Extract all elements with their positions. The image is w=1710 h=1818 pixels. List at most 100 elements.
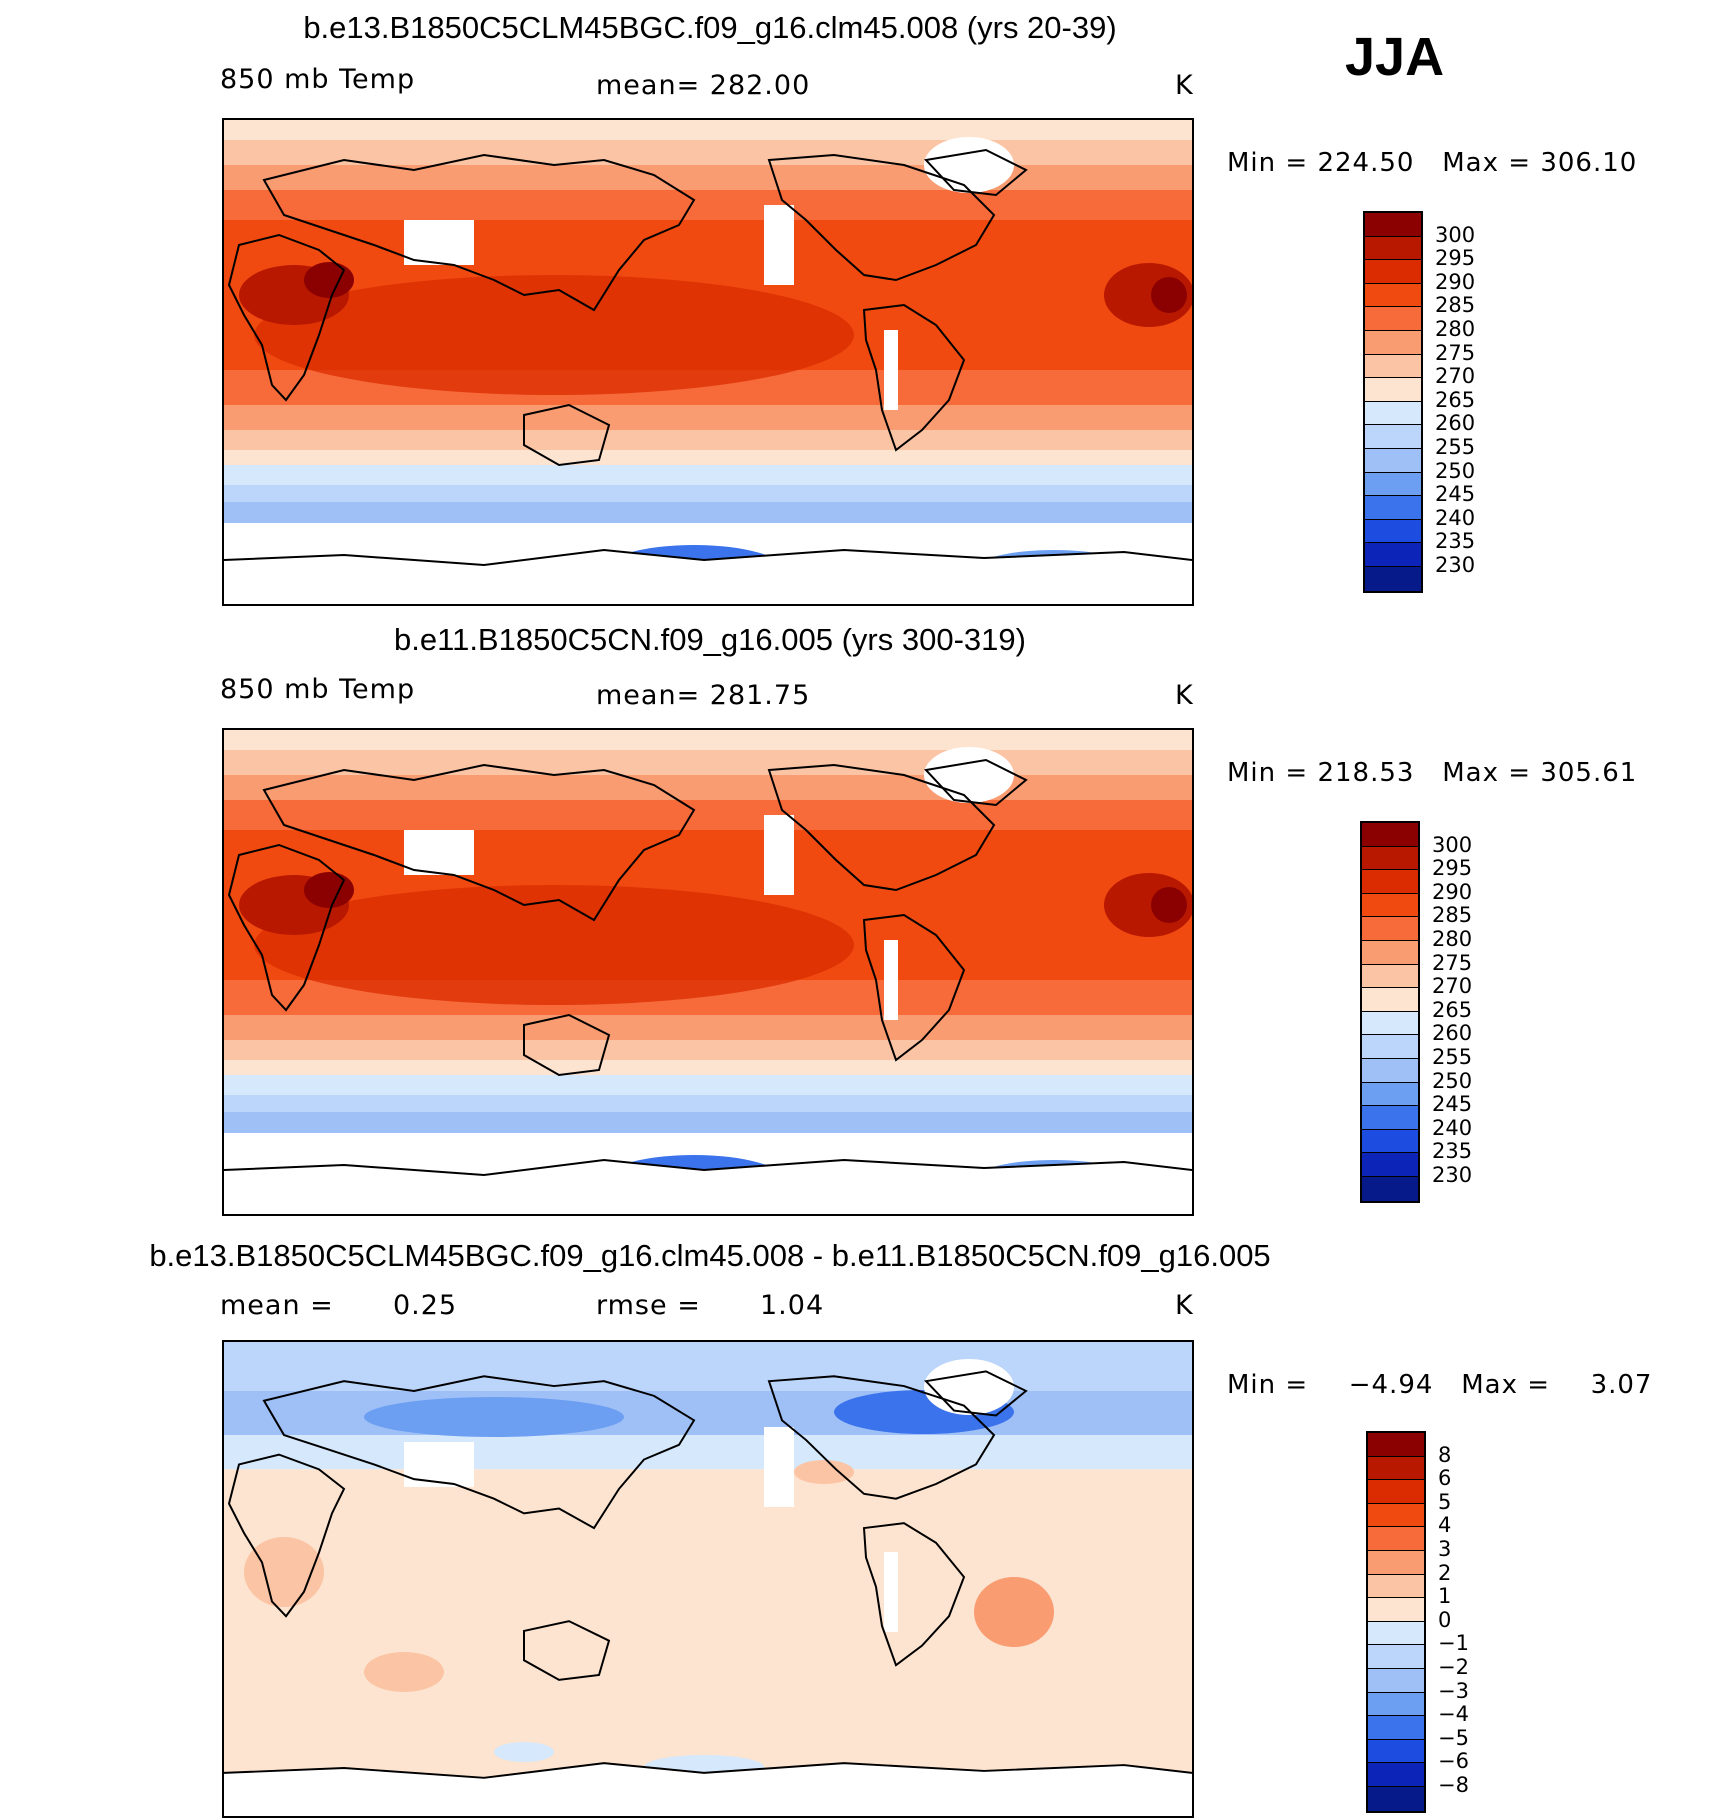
panel-2-units: K — [1175, 680, 1193, 711]
field-band — [224, 430, 1192, 450]
colorbar-tick-label: 275 — [1432, 950, 1473, 975]
panel-1-mean-label: mean= 282.00 — [596, 70, 811, 101]
coastline — [227, 1453, 346, 1618]
colorbar-swatch — [1362, 870, 1418, 894]
greenland — [924, 747, 1014, 803]
cold-anomaly — [364, 1397, 624, 1437]
colorbar-tick-label: 235 — [1432, 1139, 1473, 1164]
colorbar-tick-label: 255 — [1435, 435, 1476, 459]
panel-2-variable-label: 850 mb Temp — [220, 674, 416, 705]
colorbar-swatch — [1362, 917, 1418, 941]
max-label: Max — [1442, 758, 1500, 788]
panel-3-colorbar — [1366, 1431, 1426, 1813]
colorbar-tick-label: 300 — [1432, 832, 1473, 857]
panel-2-mean-label: mean= 281.75 — [596, 680, 811, 711]
field-band — [224, 1040, 1192, 1060]
colorbar-tick-label: 295 — [1435, 246, 1476, 271]
warm-anomaly — [364, 1652, 444, 1692]
field-band — [224, 140, 1192, 165]
colorbar-swatch — [1365, 330, 1421, 355]
min-value: 218.53 — [1317, 758, 1415, 788]
colorbar-tick-label: 240 — [1432, 1115, 1473, 1140]
coastline — [862, 303, 966, 452]
coastline — [862, 1522, 966, 1667]
min-label: Min — [1227, 758, 1277, 788]
missing-data-andes — [884, 1552, 898, 1632]
colorbar-tick-label: 260 — [1432, 1021, 1473, 1046]
antarctic-coastline — [224, 548, 1192, 567]
min-label: Min — [1227, 1370, 1277, 1400]
mean-label: mean = — [220, 1290, 334, 1321]
panel-2-minmax: Min = 218.53 Max = 305.61 — [1227, 758, 1638, 788]
field-band — [224, 775, 1192, 800]
coastline — [262, 763, 696, 922]
missing-data-rockies — [764, 205, 794, 285]
panel-3-minmax: Min = −4.94 Max = 3.07 — [1227, 1370, 1653, 1400]
missing-data-tibet — [404, 220, 474, 265]
coastline — [262, 1375, 696, 1530]
colorbar-tick-label: 5 — [1438, 1489, 1452, 1514]
panel-3-mean: mean = 0.25 — [220, 1290, 457, 1321]
antarctic-coastline — [224, 1158, 1192, 1177]
cold-edge — [224, 515, 1192, 523]
colorbar-swatch — [1365, 566, 1421, 591]
field-band — [224, 1015, 1192, 1040]
coastline — [923, 1370, 1028, 1417]
coastline — [227, 233, 346, 402]
rmse-value: 1.04 — [760, 1290, 825, 1321]
colorbar-swatch — [1362, 1153, 1418, 1177]
colorbar-tick-label: 250 — [1435, 458, 1476, 483]
field-band — [224, 502, 1192, 515]
colorbar-tick-label: −8 — [1438, 1773, 1469, 1797]
colorbar-swatch — [1365, 213, 1421, 237]
colorbar-swatch — [1362, 940, 1418, 965]
colorbar-tick-label: 285 — [1432, 903, 1473, 928]
colorbar-swatch — [1362, 1106, 1418, 1130]
missing-data-tibet — [404, 1442, 474, 1487]
panel-2-colorbar — [1360, 821, 1420, 1203]
colorbar-tick-label: 245 — [1432, 1092, 1473, 1117]
colorbar-tick-label: 275 — [1435, 340, 1476, 365]
coastline — [262, 153, 696, 312]
panel-2-map — [222, 728, 1194, 1216]
colorbar-tick-label: 4 — [1438, 1513, 1452, 1538]
colorbar-swatch — [1368, 1786, 1424, 1811]
max-value: 3.07 — [1590, 1370, 1653, 1400]
field-band — [224, 405, 1192, 430]
antarctica — [224, 550, 1192, 604]
panel-1-variable-label: 850 mb Temp — [220, 64, 416, 95]
colorbar-tick-label: 230 — [1435, 553, 1476, 577]
colorbar-tick-label: 290 — [1432, 879, 1473, 904]
colorbar-swatch — [1362, 1011, 1418, 1036]
colorbar-swatch — [1365, 307, 1421, 331]
field-band — [224, 800, 1192, 830]
missing-data-tibet — [404, 830, 474, 875]
colorbar-swatch — [1368, 1692, 1424, 1717]
warm-anomaly — [974, 1577, 1054, 1647]
coastline — [923, 758, 1028, 807]
coastline — [923, 148, 1028, 197]
colorbar-tick-label: −3 — [1438, 1678, 1469, 1703]
colorbar-swatch — [1368, 1574, 1424, 1599]
coastline — [767, 1375, 996, 1500]
max-value: 306.10 — [1540, 148, 1638, 178]
colorbar-swatch — [1368, 1503, 1424, 1528]
colorbar-tick-label: 270 — [1435, 364, 1476, 389]
max-label: Max — [1442, 148, 1500, 178]
missing-data-andes — [884, 330, 898, 410]
greenland — [924, 1359, 1014, 1415]
colorbar-swatch — [1368, 1527, 1424, 1551]
warm-core — [254, 275, 854, 395]
colorbar-tick-label: 3 — [1438, 1537, 1452, 1561]
panel-1-title: b.e13.B1850C5CLM45BGC.f09_g16.clm45.008 … — [303, 10, 1117, 45]
colorbar-tick-label: 280 — [1432, 927, 1473, 951]
colorbar-swatch — [1368, 1739, 1424, 1764]
missing-data-rockies — [764, 1427, 794, 1507]
colorbar-tick-label: 285 — [1435, 293, 1476, 318]
antarctic-coastline — [224, 1762, 1192, 1779]
colorbar-tick-label: 300 — [1435, 222, 1476, 247]
cold-anomaly — [494, 1742, 554, 1762]
colorbar-tick-label: 250 — [1432, 1068, 1473, 1093]
colorbar-swatch — [1368, 1433, 1424, 1457]
mean-value: 0.25 — [392, 1290, 458, 1321]
